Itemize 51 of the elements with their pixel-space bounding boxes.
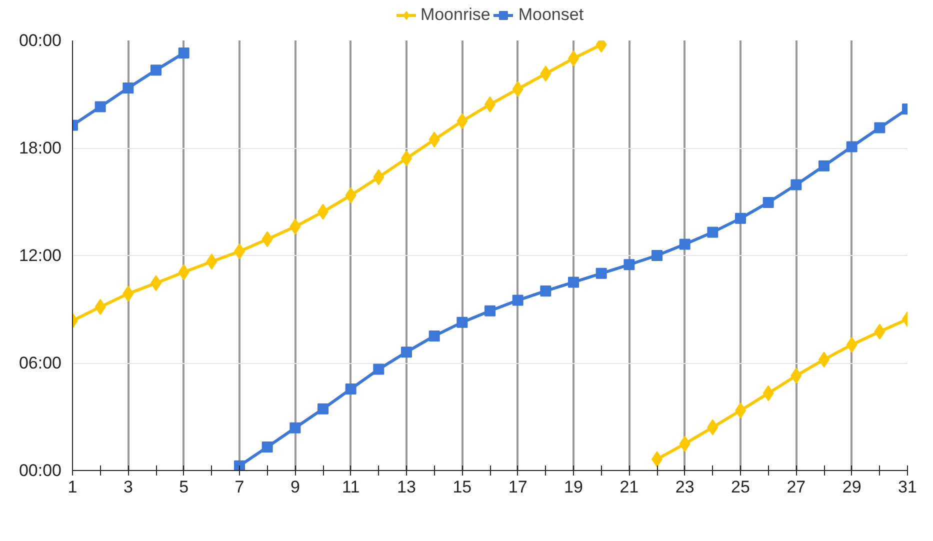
y-tick-label: 00:00	[18, 461, 62, 480]
point	[150, 64, 162, 76]
x-tick-label: 13	[397, 478, 416, 496]
point	[707, 226, 718, 238]
x-tick-label: 7	[234, 478, 244, 496]
point	[373, 364, 384, 375]
point	[345, 383, 356, 394]
y-tick-label: 12:00	[18, 246, 62, 265]
x-tick-label: 9	[290, 478, 300, 496]
point	[94, 101, 106, 112]
x-tick-label: 15	[452, 478, 472, 496]
point	[122, 82, 134, 94]
point	[735, 212, 746, 224]
point	[624, 259, 635, 270]
point	[874, 122, 886, 134]
x-tick-label: 5	[179, 478, 189, 496]
x-tick-label: 1	[68, 478, 78, 496]
point	[262, 442, 273, 453]
x-tick-label: 27	[786, 478, 806, 496]
point	[652, 250, 662, 261]
x-tick-label: 23	[675, 478, 694, 496]
x-tick-label: 29	[842, 478, 862, 496]
point	[679, 238, 690, 250]
point	[540, 285, 552, 296]
point	[762, 196, 774, 208]
legend-label: Moonset	[518, 5, 584, 25]
x-tick-label: 19	[564, 478, 583, 496]
point	[234, 460, 245, 470]
x-tick-label: 17	[508, 478, 528, 496]
x-tick-label: 3	[123, 478, 133, 496]
point	[790, 179, 802, 190]
y-tick-label: 06:00	[18, 354, 62, 372]
x-tick-label: 25	[731, 478, 750, 496]
point	[456, 316, 468, 328]
x-tick-label: 11	[342, 478, 360, 496]
x-tick-label: 21	[620, 478, 639, 496]
x-tick-label: 31	[898, 478, 917, 496]
point	[401, 346, 412, 358]
y-tick-label: 00:00	[18, 31, 62, 50]
point	[596, 268, 607, 279]
point	[818, 160, 830, 172]
point	[568, 276, 579, 288]
point	[178, 48, 190, 59]
point	[428, 330, 440, 342]
point	[846, 141, 858, 152]
point	[318, 403, 328, 414]
point	[290, 422, 301, 434]
point	[484, 305, 496, 316]
legend-label: Moonrise	[420, 5, 490, 25]
y-tick-label: 18:00	[18, 138, 62, 158]
point	[512, 294, 524, 306]
